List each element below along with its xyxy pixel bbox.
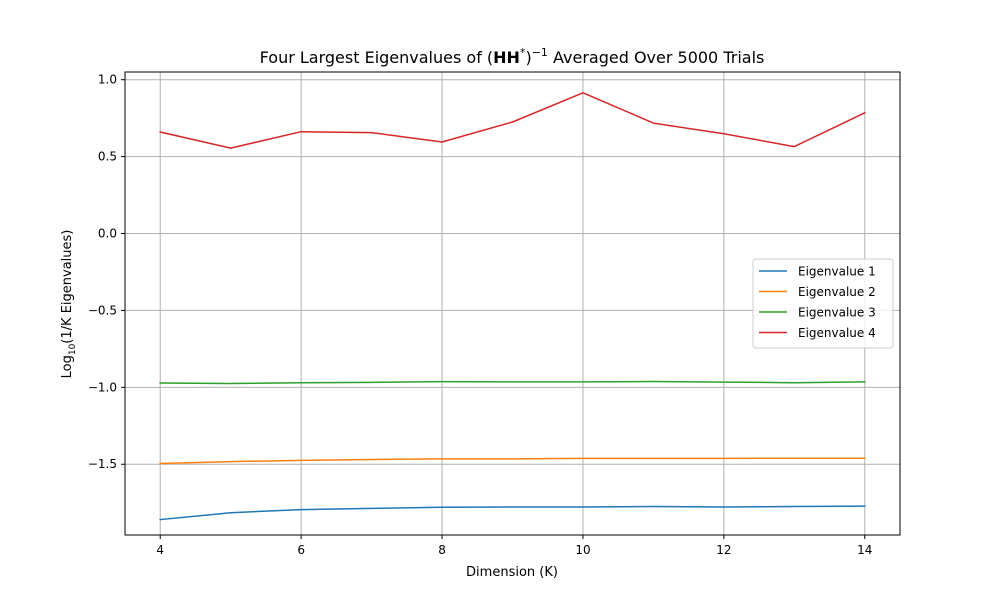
series-line-eigenvalue-4 [159,92,866,149]
x-tick-label: 8 [438,543,446,557]
legend-label: Eigenvalue 3 [798,306,876,320]
legend-label: Eigenvalue 4 [798,326,876,340]
x-tick-label: 6 [297,543,305,557]
chart-title-close: ) [525,48,531,67]
axes-frame [124,71,901,536]
legend: Eigenvalue 1 Eigenvalue 2 Eigenvalue 3 Eige… [752,258,894,349]
y-axis-label-suffix: (1/K Eigenvalues) [60,230,75,344]
series-line-eigenvalue-1 [159,505,866,521]
series-lines [159,92,866,521]
x-tick-label: 4 [156,543,164,557]
y-tick-label: −0.5 [88,303,117,317]
x-tick-label: 14 [857,543,872,557]
chart-title-bold: HH [493,48,520,67]
chart-title: Four Largest Eigenvalues of (HH*)−1 Aver… [260,46,765,67]
y-tick-label: −1.5 [88,457,117,471]
y-axis-label: Log10(1/K Eigenvalues) [60,230,78,379]
chart-title-sup-star: * [520,46,526,59]
y-tick-label: 0.0 [98,227,117,241]
y-axis-label-prefix: Log [60,355,75,378]
x-tick-label: 10 [575,543,590,557]
y-tick-label: 0.5 [98,150,117,164]
y-tick-label: 1.0 [98,73,117,87]
y-axis-label-sub: 10 [68,343,78,355]
chart-title-prefix: Four Largest Eigenvalues of ( [260,48,494,67]
series-line-eigenvalue-3 [159,380,866,385]
x-axis-label: Dimension (K) [466,565,558,580]
chart-title-suffix: Averaged Over 5000 Trials [548,48,764,67]
chart-title-sup-inv: −1 [532,46,548,59]
y-tick-label: −1.0 [88,380,117,394]
legend-label: Eigenvalue 1 [798,265,876,279]
legend-label: Eigenvalue 2 [798,285,876,299]
x-axis-ticks: 4 6 8 10 12 14 [156,535,872,557]
x-tick-label: 12 [716,543,731,557]
y-axis-ticks: −1.5 −1.0 −0.5 0.0 0.5 1.0 [88,73,125,471]
series-line-eigenvalue-2 [159,457,866,465]
legend-box [752,258,894,349]
